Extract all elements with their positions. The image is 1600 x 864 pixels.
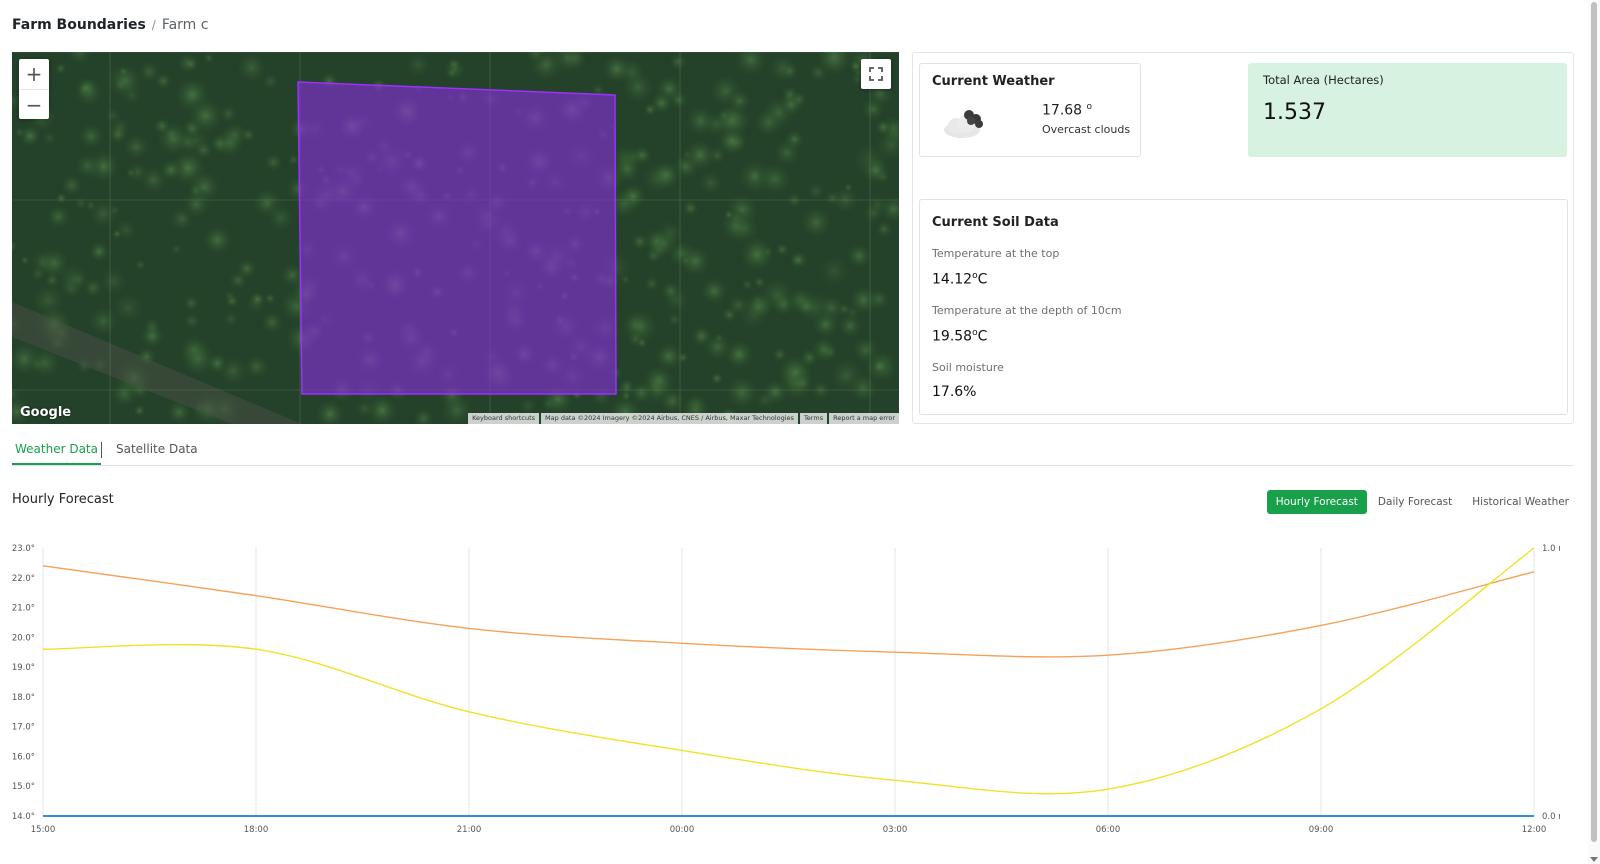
plus-icon: + (25, 62, 43, 86)
x-tick-label: 15:00 (31, 825, 56, 835)
soil-10cm-temp-value: 19.58oC (932, 328, 988, 345)
minus-icon: − (25, 92, 43, 117)
x-tick-label: 21:00 (457, 825, 482, 835)
zoom-control: + − (19, 59, 49, 119)
google-logo: Google (20, 405, 72, 420)
soil-10cm-temp-label: Temperature at the depth of 10cm (932, 304, 1122, 317)
y-tick-label: 21.0° (12, 604, 35, 614)
breadcrumb-separator: / (151, 18, 156, 32)
x-tick-label: 03:00 (883, 825, 908, 835)
y-right-tick-label: 0.0 mm (1542, 812, 1560, 822)
y-right-tick-label: 1.0 mm (1542, 544, 1560, 554)
total-area-value: 1.537 (1263, 100, 1326, 125)
hourly-forecast-button[interactable]: Hourly Forecast (1266, 490, 1367, 514)
total-area-label: Total Area (Hectares) (1263, 73, 1384, 87)
soil-moisture-value: 17.6% (932, 384, 977, 400)
tab-weather-data[interactable]: Weather Data (12, 440, 101, 465)
current-soil-card: Current Soil Data Temperature at the top… (919, 199, 1568, 415)
forecast-title: Hourly Forecast (12, 492, 114, 507)
page-scrollbar[interactable] (1588, 0, 1600, 864)
tab-satellite-data[interactable]: Satellite Data (116, 442, 198, 456)
keyboard-shortcuts-link[interactable]: Keyboard shortcuts (468, 413, 540, 424)
y-tick-label: 23.0° (12, 544, 35, 554)
data-tabs: Weather Data Satellite Data (12, 440, 1574, 466)
y-tick-label: 15.0° (12, 782, 35, 792)
total-area-card: Total Area (Hectares) 1.537 (1248, 63, 1567, 157)
fullscreen-button[interactable] (861, 59, 891, 89)
series-line-1 (42, 547, 1535, 795)
report-error-link[interactable]: Report a map error (829, 413, 899, 424)
x-tick-label: 09:00 (1309, 825, 1334, 835)
map-attribution: Keyboard shortcuts Map data ©2024 Imager… (466, 413, 899, 424)
weather-description: Overcast clouds (1042, 123, 1131, 136)
soil-data-title: Current Soil Data (932, 215, 1059, 230)
zoom-out-button[interactable]: − (19, 89, 49, 119)
y-tick-label: 14.0° (12, 812, 35, 822)
x-tick-label: 12:00 (1522, 825, 1547, 835)
y-tick-label: 22.0° (12, 574, 35, 584)
forecast-mode-buttons: Hourly Forecast Daily Forecast Historica… (1266, 490, 1578, 514)
current-weather-title: Current Weather (932, 74, 1055, 89)
breadcrumb-farm-boundaries[interactable]: Farm Boundaries (12, 17, 146, 33)
soil-top-temp-label: Temperature at the top (932, 247, 1060, 260)
x-tick-label: 00:00 (670, 825, 695, 835)
zoom-in-button[interactable]: + (19, 59, 49, 89)
breadcrumb-current: Farm c (161, 17, 209, 33)
historical-weather-button[interactable]: Historical Weather (1472, 496, 1569, 508)
weather-temperature: 17.68 o (1042, 102, 1093, 119)
soil-top-temp-value: 14.12oC (932, 271, 988, 288)
y-tick-label: 20.0° (12, 633, 35, 643)
satellite-imagery (12, 52, 899, 424)
scroll-down-arrow[interactable] (1590, 857, 1598, 862)
map-data-text: Map data ©2024 Imagery ©2024 Airbus, CNE… (541, 413, 798, 424)
terms-link[interactable]: Terms (799, 413, 828, 424)
overcast-clouds-icon (944, 110, 983, 138)
y-tick-label: 16.0° (12, 752, 35, 762)
soil-moisture-label: Soil moisture (932, 361, 1004, 374)
tab-divider (101, 442, 102, 458)
farm-map[interactable]: + − Google Keyboard shortcuts Map data ©… (12, 52, 899, 424)
daily-forecast-button[interactable]: Daily Forecast (1377, 496, 1453, 508)
y-tick-label: 19.0° (12, 663, 35, 673)
farm-boundary-polygon[interactable] (297, 81, 617, 395)
y-tick-label: 18.0° (12, 693, 35, 703)
farm-info-panel: Current Weather 17.68 o Overcast clouds … (912, 52, 1574, 424)
scrollbar-thumb[interactable] (1591, 2, 1597, 842)
series-line-0 (42, 565, 1535, 658)
fullscreen-icon (869, 67, 883, 81)
current-weather-card: Current Weather 17.68 o Overcast clouds (919, 63, 1141, 157)
y-tick-label: 17.0° (12, 723, 35, 733)
x-tick-label: 06:00 (1096, 825, 1121, 835)
x-tick-label: 18:00 (244, 825, 269, 835)
breadcrumb: Farm Boundaries / Farm c (12, 17, 208, 33)
hourly-forecast-chart: 14.0° 15.0° 16.0° 17.0° 18.0° 19.0° 20.0° 21.0°… (12, 544, 1560, 835)
